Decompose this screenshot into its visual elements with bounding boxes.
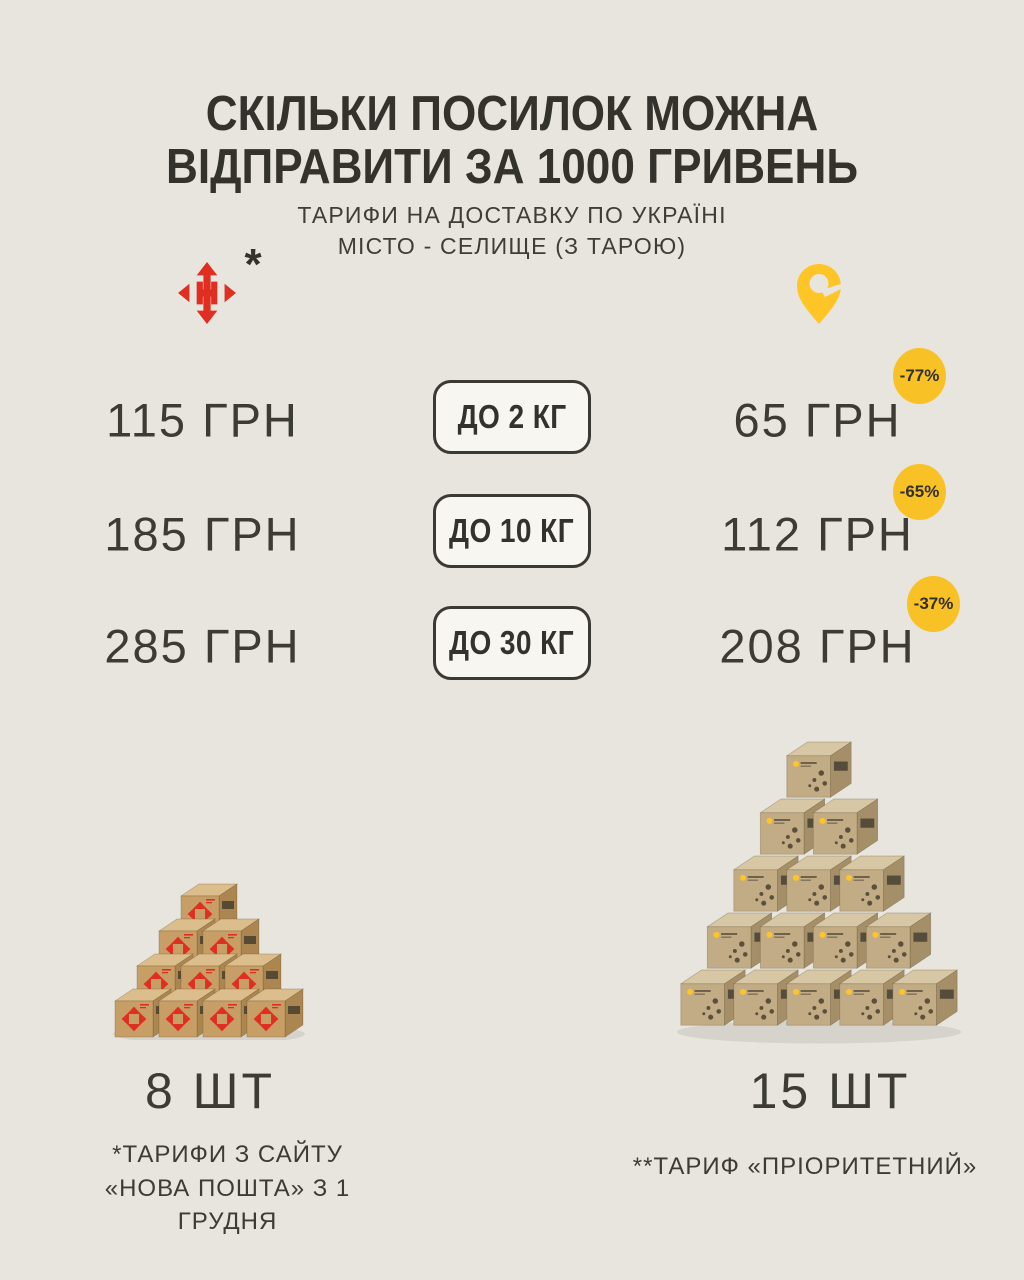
title-line-2: ВІДПРАВИТИ ЗА 1000 ГРИВЕНЬ	[165, 139, 859, 194]
tariff-row: 285 ГРН ДО 30 КГ 208 ГРН	[0, 606, 1024, 686]
discount-badge: -77%	[893, 348, 946, 404]
tariff-row: 115 ГРН ДО 2 КГ 65 ГРН	[0, 380, 1024, 460]
page-subtitle: ТАРИФИ НА ДОСТАВКУ ПО УКРАЇНІ МІСТО - СЕ…	[0, 200, 1024, 262]
title-line-1: СКІЛЬКИ ПОСИЛОК МОЖНА	[205, 87, 819, 141]
weight-category-pill: ДО 30 КГ	[433, 606, 591, 680]
nova-poshta-price: 185 ГРН	[104, 507, 301, 561]
ukrposhta-price: 208 ГРН	[719, 619, 916, 673]
weight-category-pill: ДО 10 КГ	[433, 494, 591, 568]
nova-poshta-parcel-count: 8 ШТ	[144, 1063, 276, 1119]
ukrposhta-footnote: **ТАРИФ «ПРІОРИТЕТНИЙ»	[632, 1153, 978, 1180]
ukrposhta-pin-icon	[797, 264, 841, 324]
ukrposhta-price: 65 ГРН	[733, 393, 902, 447]
ukrposhta-price: 112 ГРН	[721, 507, 914, 561]
discount-badge: -37%	[907, 576, 960, 632]
nova-poshta-price: 115 ГРН	[106, 393, 299, 447]
asterisk-footnote-mark: *	[244, 240, 262, 289]
nova-poshta-footnote: *ТАРИФИ З САЙТУ «НОВА ПОШТА» З 1 ГРУДНЯ	[60, 1138, 395, 1239]
weight-category-label: ДО 30 КГ	[449, 624, 575, 661]
ukrposhta-boxes-stack	[677, 741, 961, 1044]
weight-category-label: ДО 2 КГ	[457, 398, 567, 435]
discount-badge: -65%	[893, 464, 946, 520]
weight-category-label: ДО 10 КГ	[449, 512, 575, 549]
nova-poshta-arrows-icon	[176, 262, 238, 324]
nova-poshta-price: 285 ГРН	[104, 619, 301, 673]
nova-poshta-boxes-stack	[113, 883, 305, 1040]
page-title: СКІЛЬКИ ПОСИЛОК МОЖНА ВІДПРАВИТИ ЗА 1000…	[51, 88, 973, 194]
weight-category-pill: ДО 2 КГ	[433, 380, 591, 454]
subtitle-line-1: ТАРИФИ НА ДОСТАВКУ ПО УКРАЇНІ	[297, 202, 727, 228]
subtitle-line-2: МІСТО - СЕЛИЩЕ (З ТАРОЮ)	[337, 232, 687, 259]
footnote-line: *ТАРИФИ З САЙТУ	[112, 1141, 343, 1168]
ukrposhta-parcel-count: 15 ШТ	[749, 1063, 911, 1119]
footnote-line: «НОВА ПОШТА» З 1 ГРУДНЯ	[104, 1174, 351, 1236]
tariff-row: 185 ГРН ДО 10 КГ 112 ГРН	[0, 494, 1024, 574]
